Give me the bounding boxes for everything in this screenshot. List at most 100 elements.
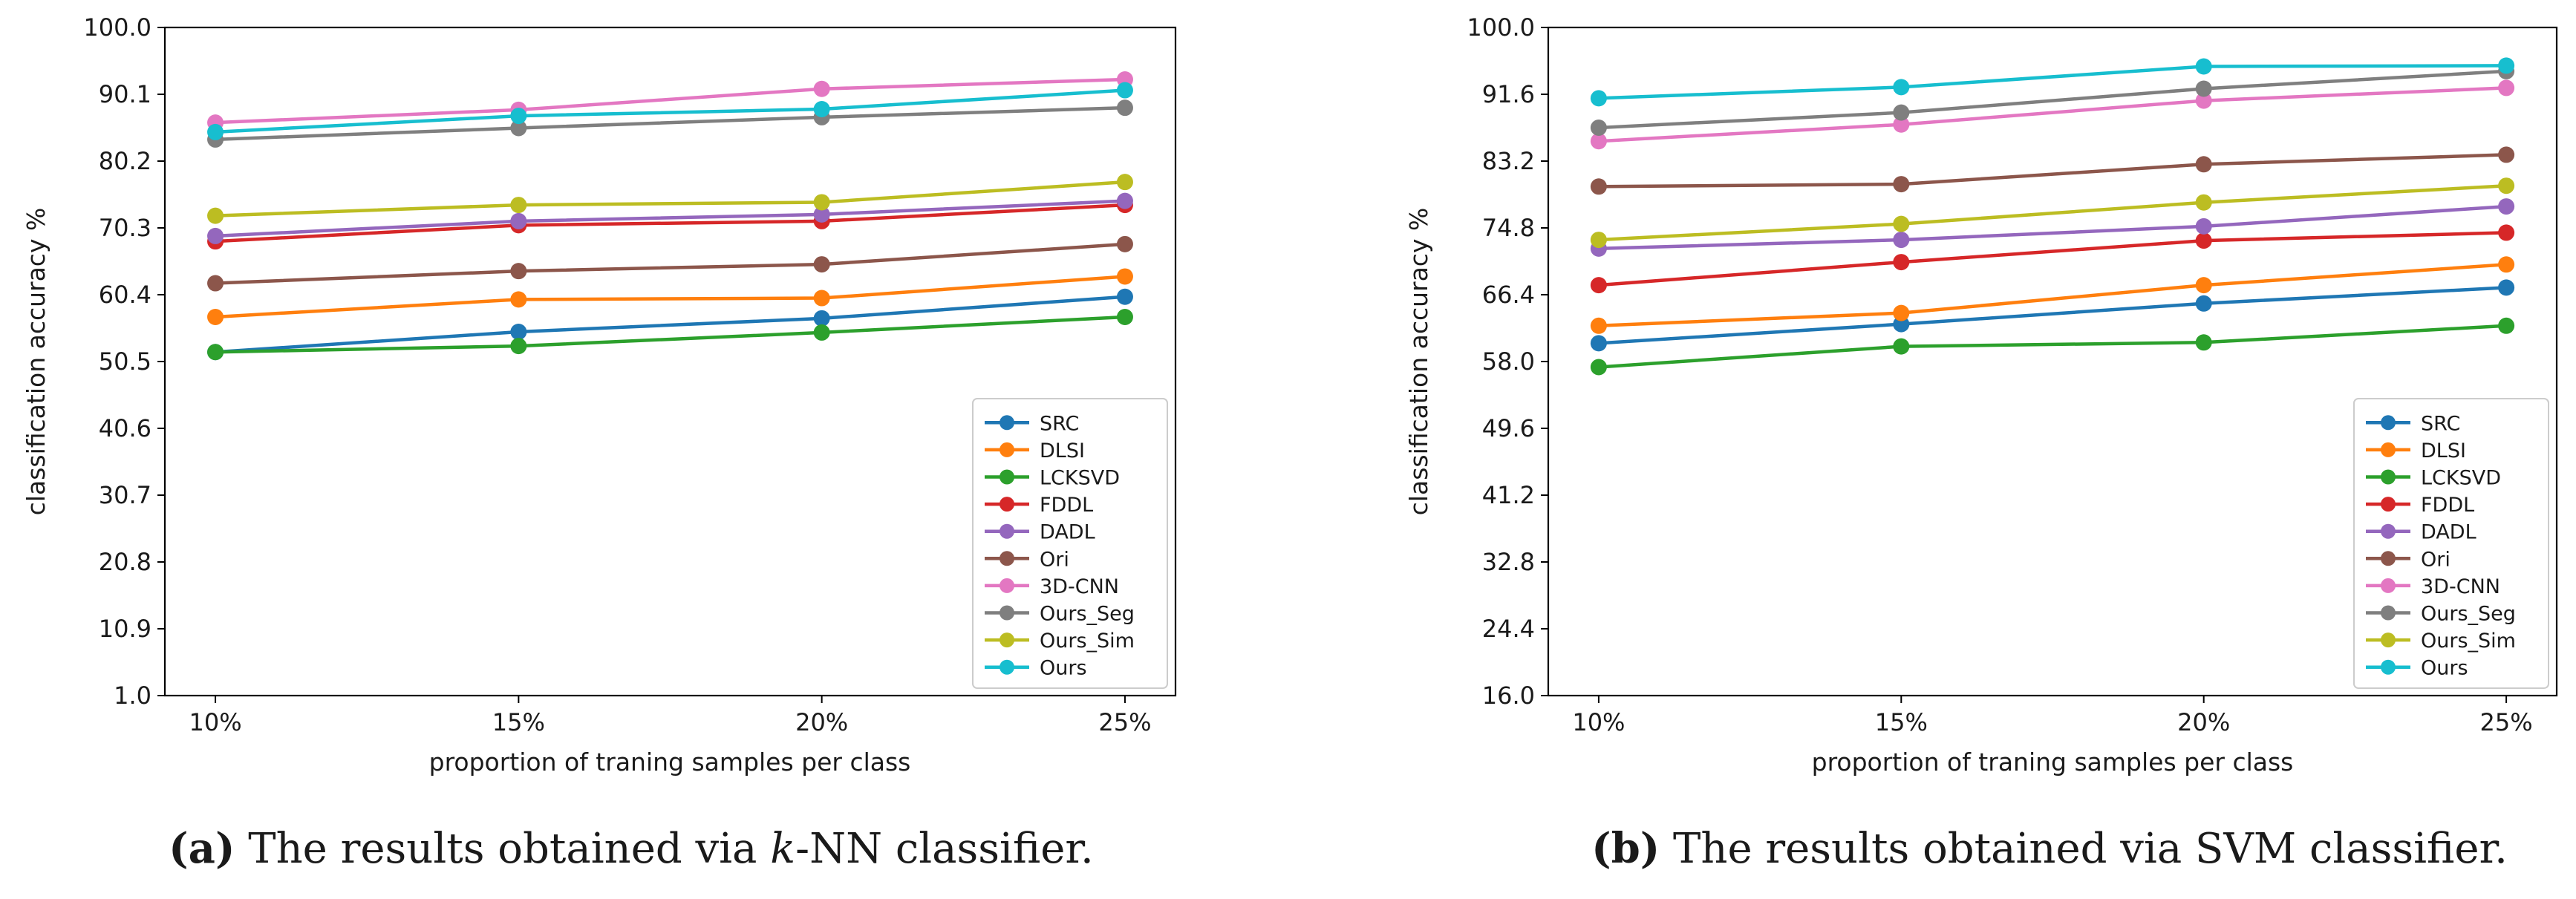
legend-swatch-marker <box>2381 578 2396 593</box>
data-point <box>510 338 527 355</box>
y-tick-label: 40.6 <box>99 414 151 442</box>
data-point <box>1893 304 1910 321</box>
legend-label: 3D-CNN <box>1040 575 1119 598</box>
legend-label: LCKSVD <box>2421 467 2501 490</box>
legend-label: Ours <box>1040 657 1087 680</box>
data-point <box>2195 156 2212 173</box>
caption-label: (a) <box>169 824 235 873</box>
legend-swatch-marker <box>2381 497 2396 512</box>
series-line <box>215 88 1126 134</box>
legend-swatch-marker <box>2381 659 2396 675</box>
data-point <box>1590 317 1607 334</box>
legend-label: Ours_Seg <box>2421 603 2516 626</box>
y-tick-label: 90.1 <box>99 80 151 108</box>
legend-swatch-marker <box>1000 632 1014 648</box>
y-tick-label: 91.6 <box>1482 80 1535 108</box>
y-tick-label: 60.4 <box>99 281 151 309</box>
series-line <box>215 105 1126 142</box>
legend-swatch-marker <box>2381 632 2396 648</box>
y-tick-label: 50.5 <box>99 347 151 376</box>
data-point <box>1893 254 1910 271</box>
legend-item: DLSI <box>985 439 1085 462</box>
legend-label: Ours_Seg <box>1040 603 1135 626</box>
x-tick-label: 10% <box>189 708 241 736</box>
data-point <box>207 275 224 292</box>
y-tick-label: 10.9 <box>99 615 151 643</box>
legend-swatch-marker <box>2381 551 2396 566</box>
data-point <box>1116 99 1133 117</box>
x-tick-label: 20% <box>795 708 848 736</box>
legend-label: DLSI <box>1040 439 1085 462</box>
legend-item: Ours <box>985 657 1087 680</box>
series-line <box>1598 204 2507 251</box>
caption-label: (b) <box>1591 824 1660 873</box>
data-point <box>1590 120 1607 136</box>
data-point <box>2195 92 2212 109</box>
legend-item: Ours_Seg <box>985 603 1135 626</box>
data-point <box>1590 359 1607 376</box>
data-point <box>207 227 224 244</box>
legend-item: 3D-CNN <box>985 575 1119 598</box>
series-src <box>1590 279 2515 352</box>
data-point <box>1116 235 1133 252</box>
legend-swatch-marker <box>1000 442 1014 457</box>
data-point <box>1590 133 1607 150</box>
data-point <box>1893 79 1910 96</box>
legend-swatch-marker <box>1000 578 1014 593</box>
legend-label: DADL <box>2421 521 2476 544</box>
series-dadl <box>207 192 1133 244</box>
series-ori <box>207 235 1133 292</box>
caption-text: The results obtained via <box>235 825 770 873</box>
data-point <box>1893 232 1910 249</box>
data-point <box>2498 224 2515 241</box>
legend-label: Ori <box>2421 548 2451 571</box>
series-dlsi <box>1590 256 2515 334</box>
data-point <box>1893 116 1910 133</box>
y-tick-label: 1.0 <box>114 681 151 710</box>
data-point <box>2498 177 2515 194</box>
legend-label: DADL <box>1040 521 1095 544</box>
data-point <box>1590 178 1607 195</box>
legend-box <box>972 398 1168 689</box>
legend-label: SRC <box>1040 412 1079 435</box>
legend-item: LCKSVD <box>2366 467 2501 490</box>
legend-swatch-marker <box>1000 605 1014 621</box>
data-point <box>2498 256 2515 273</box>
data-point <box>207 207 224 224</box>
series-line <box>1598 86 2507 143</box>
legend-swatch-marker <box>2381 469 2396 485</box>
data-point <box>2195 194 2212 211</box>
data-point <box>1590 90 1607 107</box>
x-tick-label: 20% <box>2177 708 2230 736</box>
y-tick-label: 100.0 <box>83 13 151 42</box>
figure-caption: (a) The results obtained via k-NN classi… <box>169 824 1094 873</box>
series-line <box>215 295 1126 354</box>
y-tick-label: 58.0 <box>1482 347 1535 376</box>
series-dlsi <box>207 268 1133 325</box>
legend-item: DADL <box>2366 521 2476 544</box>
caption-suffix: -NN classifier. <box>795 825 1094 873</box>
data-point <box>2195 295 2212 312</box>
chart-panel-a: 1.0 10.9 20.8 30.7 40.6 50.5 60.4 70.3 80.2 90.1 1… <box>22 13 1177 873</box>
legend-swatch-marker <box>2381 605 2396 621</box>
series-line <box>1598 69 2507 130</box>
x-tick-label: 10% <box>1572 708 1625 736</box>
legend-swatch-marker <box>1000 659 1014 675</box>
legend-label: FDDL <box>1040 494 1093 517</box>
legend-item: DADL <box>985 521 1095 544</box>
y-tick-label: 24.4 <box>1482 615 1535 643</box>
data-point <box>2498 57 2515 74</box>
series-line <box>1598 263 2507 328</box>
data-point <box>1116 268 1133 285</box>
legend-swatch-marker <box>2381 442 2396 457</box>
data-point <box>2195 218 2212 235</box>
legend-swatch-marker <box>1000 497 1014 512</box>
data-point <box>510 108 527 125</box>
data-point <box>1893 338 1910 355</box>
x-axis-label: proportion of traning samples per class <box>429 748 911 777</box>
data-point <box>813 80 830 97</box>
legend-swatch-marker <box>2381 415 2396 431</box>
legend-item: SRC <box>985 412 1079 435</box>
